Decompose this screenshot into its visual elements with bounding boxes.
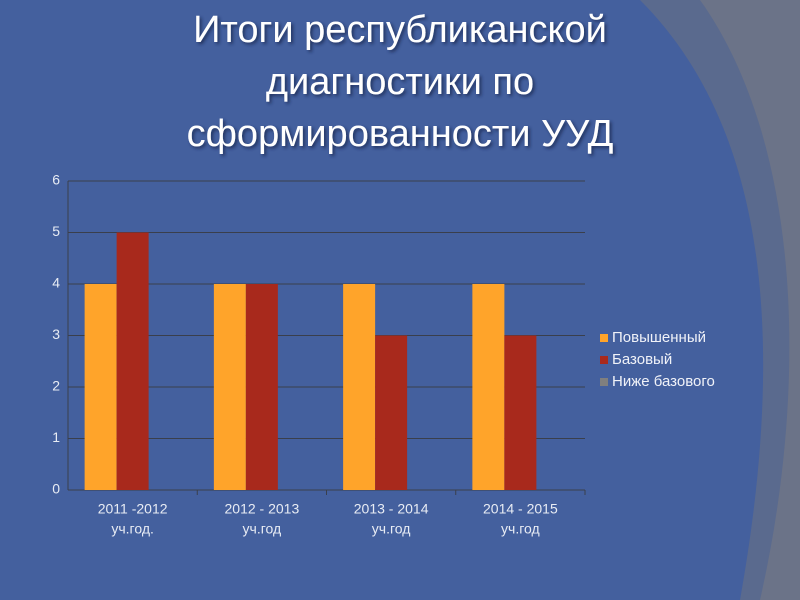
decor-arc [700, 0, 800, 600]
x-tick-label: уч.год [501, 521, 540, 537]
y-tick-label: 6 [52, 172, 60, 188]
legend-label: Повышенный [612, 329, 706, 346]
x-tick-label: 2011 -2012 [98, 501, 168, 517]
bar [504, 335, 537, 490]
x-tick-label: 2013 - 2014 [354, 501, 429, 517]
bar [472, 284, 505, 490]
title-line: диагностики по [266, 61, 534, 103]
legend-label: Базовый [612, 351, 672, 368]
y-tick-label: 5 [52, 223, 60, 239]
bar [343, 284, 376, 490]
title-line: сформированности УУД [187, 113, 614, 155]
y-tick-label: 0 [52, 481, 60, 497]
y-tick-label: 4 [52, 275, 60, 291]
x-tick-label: 2012 - 2013 [225, 501, 300, 517]
legend-label: Ниже базового [612, 373, 715, 390]
bar [213, 284, 246, 490]
y-tick-label: 1 [52, 429, 60, 445]
title-line: Итоги республиканской [193, 9, 607, 51]
x-tick-label: уч.год. [111, 521, 154, 537]
x-tick-label: 2014 - 2015 [483, 501, 558, 517]
legend-swatch [600, 334, 608, 342]
decor-arc [640, 0, 800, 600]
x-tick-label: уч.год [372, 521, 411, 537]
legend-swatch [600, 356, 608, 364]
x-tick-label: уч.год [243, 521, 282, 537]
bar [116, 232, 149, 490]
y-tick-label: 3 [52, 326, 60, 342]
bar [84, 284, 117, 490]
bar [245, 284, 278, 490]
y-tick-label: 2 [52, 378, 60, 394]
plot: 0 1 2 3 4 5 6 2011 -2012 уч.год. 2012 - 2013 уч.го… [52, 172, 715, 537]
title: Итоги республиканской диагностики по сформ… [187, 9, 614, 155]
bar [375, 335, 408, 490]
legend-swatch [600, 378, 608, 386]
